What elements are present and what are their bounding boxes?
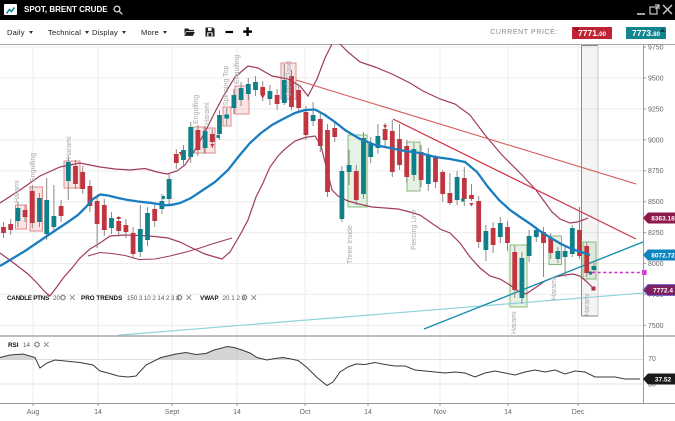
svg-text:14: 14: [364, 409, 372, 416]
svg-text:8250: 8250: [648, 230, 664, 237]
svg-text:14: 14: [504, 409, 512, 416]
svg-text:VWAP: VWAP: [200, 295, 219, 302]
svg-text:Harami: Harami: [14, 180, 21, 203]
svg-text:30: 30: [648, 382, 656, 389]
svg-text:Harami: Harami: [551, 277, 558, 300]
svg-text:14: 14: [94, 409, 102, 416]
svg-text:Harami: Harami: [204, 102, 211, 125]
svg-text:14: 14: [23, 342, 31, 349]
svg-text:8000: 8000: [648, 261, 664, 268]
svg-text:Sept: Sept: [165, 409, 179, 416]
svg-text:Three Inside: Three Inside: [347, 225, 354, 264]
svg-text:8500: 8500: [648, 199, 664, 206]
svg-text:14: 14: [233, 409, 241, 416]
svg-text:7500: 7500: [648, 323, 664, 330]
svg-text:37.52: 37.52: [655, 377, 672, 384]
svg-text:9000: 9000: [648, 137, 664, 144]
svg-text:RSI: RSI: [8, 342, 19, 349]
svg-text:Oct: Oct: [300, 409, 311, 416]
svg-text:Aug: Aug: [27, 409, 40, 416]
svg-text:20 1 2 3: 20 1 2 3: [223, 295, 246, 302]
svg-text:150 3 10 2 14 2 3 8: 150 3 10 2 14 2 3 8: [127, 295, 180, 302]
svg-text:Dec: Dec: [572, 409, 585, 416]
svg-text:Engulfing: Engulfing: [30, 153, 37, 182]
svg-text:Engulfing: Engulfing: [234, 55, 241, 84]
svg-text:PRO TRENDS: PRO TRENDS: [81, 295, 122, 302]
svg-text:Harami: Harami: [584, 293, 591, 316]
svg-text:7772.4: 7772.4: [653, 288, 673, 295]
svg-text:20: 20: [53, 295, 61, 302]
svg-text:Piercing Line: Piercing Line: [411, 209, 418, 250]
svg-text:Engulfing: Engulfing: [193, 95, 200, 124]
svg-text:CANDLE PTNS: CANDLE PTNS: [7, 295, 49, 302]
svg-text:70: 70: [648, 356, 656, 363]
svg-text:9500: 9500: [648, 75, 664, 82]
svg-text:Nov: Nov: [434, 409, 447, 416]
svg-text:Harami: Harami: [66, 136, 73, 159]
svg-text:Spinning Top: Spinning Top: [223, 66, 230, 106]
svg-text:Dark Cloud: Dark Cloud: [286, 61, 293, 96]
svg-text:Harami: Harami: [511, 311, 518, 334]
svg-text:8363.18: 8363.18: [651, 216, 675, 223]
svg-text:8750: 8750: [648, 168, 664, 175]
svg-text:9750: 9750: [648, 45, 664, 52]
svg-text:9250: 9250: [648, 106, 664, 113]
svg-text:8072.72: 8072.72: [651, 253, 675, 260]
